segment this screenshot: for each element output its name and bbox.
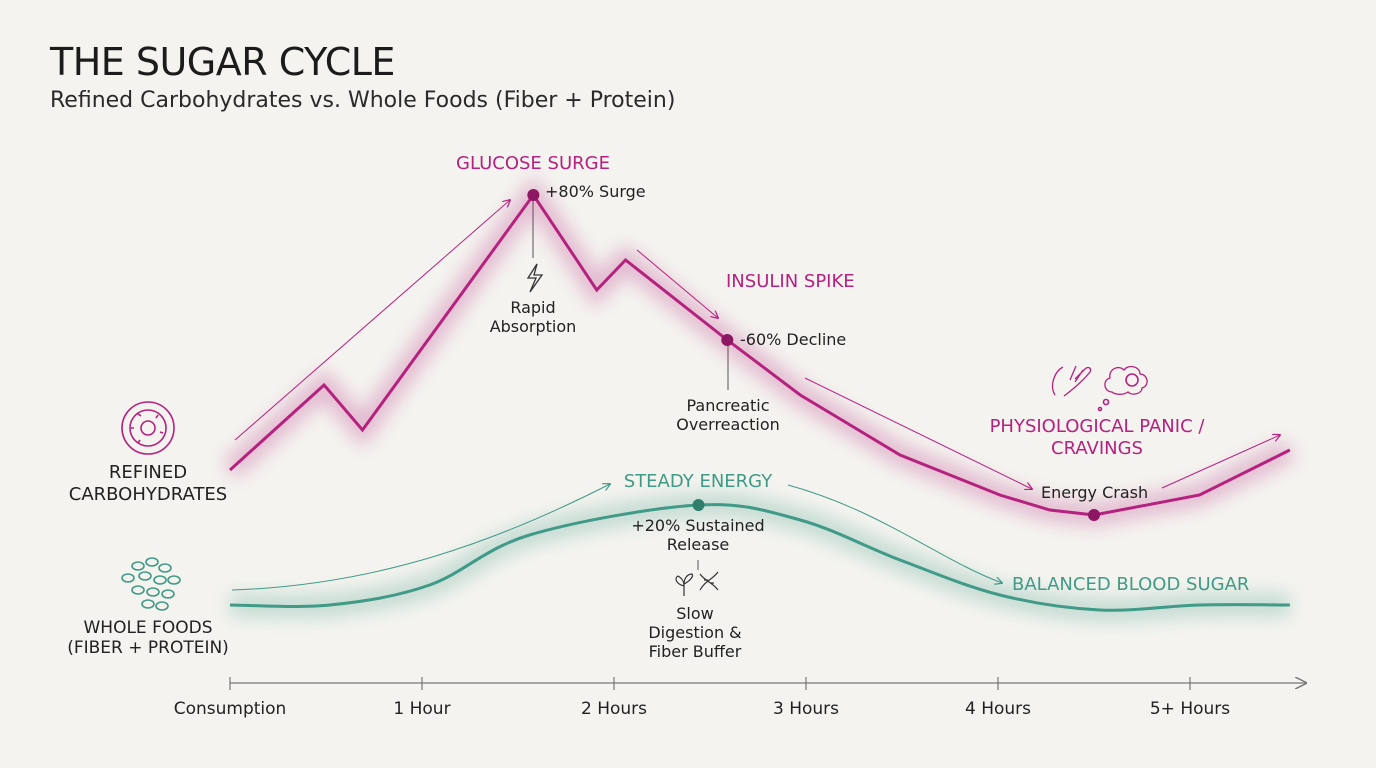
- x-tick-label: 3 Hours: [773, 699, 839, 719]
- x-tick-label: Consumption: [174, 699, 287, 719]
- series-label: REFINED CARBOHYDRATES: [68, 462, 228, 505]
- highlight-point: [692, 499, 705, 511]
- annotation: STEADY ENERGY: [623, 471, 773, 492]
- highlight-point: [1088, 509, 1100, 521]
- x-tick-label: 5+ Hours: [1150, 699, 1230, 719]
- annotation: Energy Crash: [1041, 483, 1149, 502]
- annotation: GLUCOSE SURGE: [456, 153, 610, 174]
- icons: [121, 193, 1148, 611]
- annotation: Slow Digestion & Fiber Buffer: [648, 604, 742, 662]
- x-tick-label: 2 Hours: [581, 699, 647, 719]
- annotation: Pancreatic Overreaction: [676, 396, 780, 435]
- line-glow: [222, 175, 1295, 527]
- annotation: -60% Decline: [740, 330, 847, 349]
- highlight-point: [527, 189, 540, 201]
- annotation: +80% Surge: [545, 182, 646, 201]
- annotation: BALANCED BLOOD SUGAR: [1012, 574, 1250, 595]
- x-tick-label: 1 Hour: [393, 699, 450, 719]
- decor-arrows: [231, 200, 1280, 591]
- annotation: PHYSIOLOGICAL PANIC / CRAVINGS: [989, 416, 1205, 459]
- x-tick-label: 4 Hours: [965, 699, 1031, 719]
- chart-subtitle: Refined Carbohydrates vs. Whole Foods (F…: [50, 88, 676, 113]
- annotation: Rapid Absorption: [489, 298, 577, 337]
- line: [228, 192, 1291, 517]
- highlight-point: [721, 334, 734, 346]
- chart-title: THE SUGAR CYCLE: [50, 40, 395, 84]
- annotation: INSULIN SPIKE: [726, 271, 855, 292]
- annotation: +20% Sustained Release: [631, 516, 765, 555]
- series-label: WHOLE FOODS (FIBER + PROTEIN): [67, 618, 229, 659]
- line: [229, 503, 1290, 612]
